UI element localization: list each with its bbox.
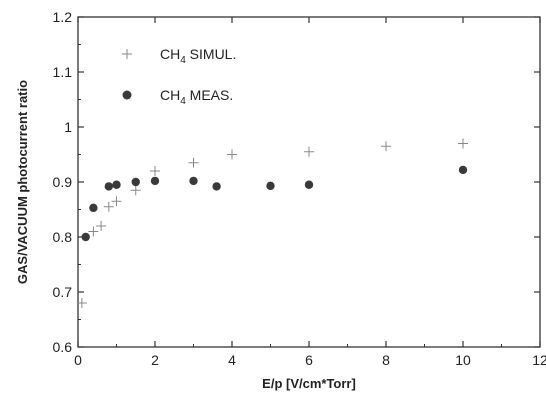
data-points	[76, 138, 468, 308]
meas-point	[458, 165, 468, 175]
y-axis-ticks: 0.6 0.7 0.8 0.9 1 1.1 1.2	[53, 9, 540, 355]
legend: CH4 SIMUL. CH4 MEAS.	[122, 46, 236, 107]
simul-point	[76, 298, 87, 308]
legend-entry: CH4 SIMUL.	[160, 46, 236, 66]
x-tick-label: 10	[455, 352, 471, 368]
y-tick-label: 0.8	[53, 229, 73, 245]
meas-point	[150, 176, 160, 186]
y-tick-label: 0.9	[53, 174, 73, 190]
simul-point	[227, 149, 237, 160]
simul-point	[150, 166, 160, 176]
simul-point	[111, 196, 122, 207]
y-tick-label: 0.7	[53, 284, 73, 300]
simul-point	[381, 141, 391, 152]
x-tick-label: 0	[74, 352, 82, 368]
x-tick-label: 6	[305, 352, 313, 368]
x-tick-label: 12	[532, 352, 546, 368]
simul-point	[304, 146, 314, 157]
simul-point	[458, 138, 468, 149]
meas-point	[266, 181, 275, 191]
meas-point	[131, 177, 140, 187]
meas-point	[189, 176, 198, 186]
meas-point	[89, 203, 98, 213]
y-tick-label: 1	[64, 119, 72, 135]
simul-point	[188, 157, 199, 168]
meas-point	[81, 232, 90, 242]
legend-marker	[122, 90, 132, 100]
simul-point	[96, 221, 107, 231]
meas-point	[212, 182, 221, 191]
y-tick-label: 0.6	[53, 339, 73, 355]
x-tick-label: 4	[228, 352, 236, 368]
x-axis-ticks: 0 2 4 6 8 10 12	[74, 17, 546, 368]
y-axis-title: GAS/VACUUM photocurrent ratio	[15, 80, 30, 284]
legend-entry: CH4 MEAS.	[160, 87, 233, 107]
simul-point	[103, 201, 114, 212]
x-axis-title: E/p [V/cm*Torr]	[262, 376, 356, 391]
x-tick-label: 2	[151, 352, 159, 368]
y-tick-label: 1.1	[53, 64, 73, 80]
legend-marker	[122, 49, 132, 59]
x-tick-label: 8	[382, 352, 390, 368]
meas-point	[104, 182, 114, 191]
simul-point	[88, 226, 99, 237]
meas-point	[304, 180, 314, 189]
meas-point	[112, 180, 121, 189]
simul-point	[130, 185, 141, 196]
y-tick-label: 1.2	[53, 9, 73, 25]
